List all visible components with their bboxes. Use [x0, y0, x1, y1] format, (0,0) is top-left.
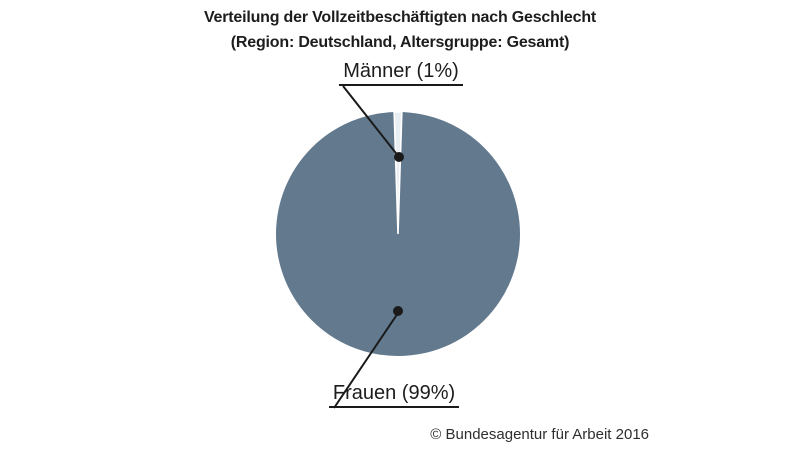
- chart-title-line1: Verteilung der Vollzeitbeschäftigten nac…: [203, 9, 597, 26]
- pie-slices: [276, 111, 520, 356]
- maenner-leader-line: [342, 85, 400, 158]
- frauen-leader-line: [333, 312, 399, 409]
- pie-slice-männer: [393, 111, 403, 235]
- chart-title-line2: (Region: Deutschland, Altersgruppe: Gesa…: [230, 34, 570, 51]
- label-frauen: Frauen (99%): [329, 381, 459, 408]
- copyright-text: © Bundesagentur für Arbeit 2016: [430, 426, 649, 443]
- chart-title: Verteilung der Vollzeitbeschäftigten nac…: [0, 5, 800, 55]
- frauen-anchor-dot: [393, 306, 403, 316]
- label-maenner: Männer (1%): [339, 59, 463, 86]
- maenner-anchor-dot: [394, 152, 404, 162]
